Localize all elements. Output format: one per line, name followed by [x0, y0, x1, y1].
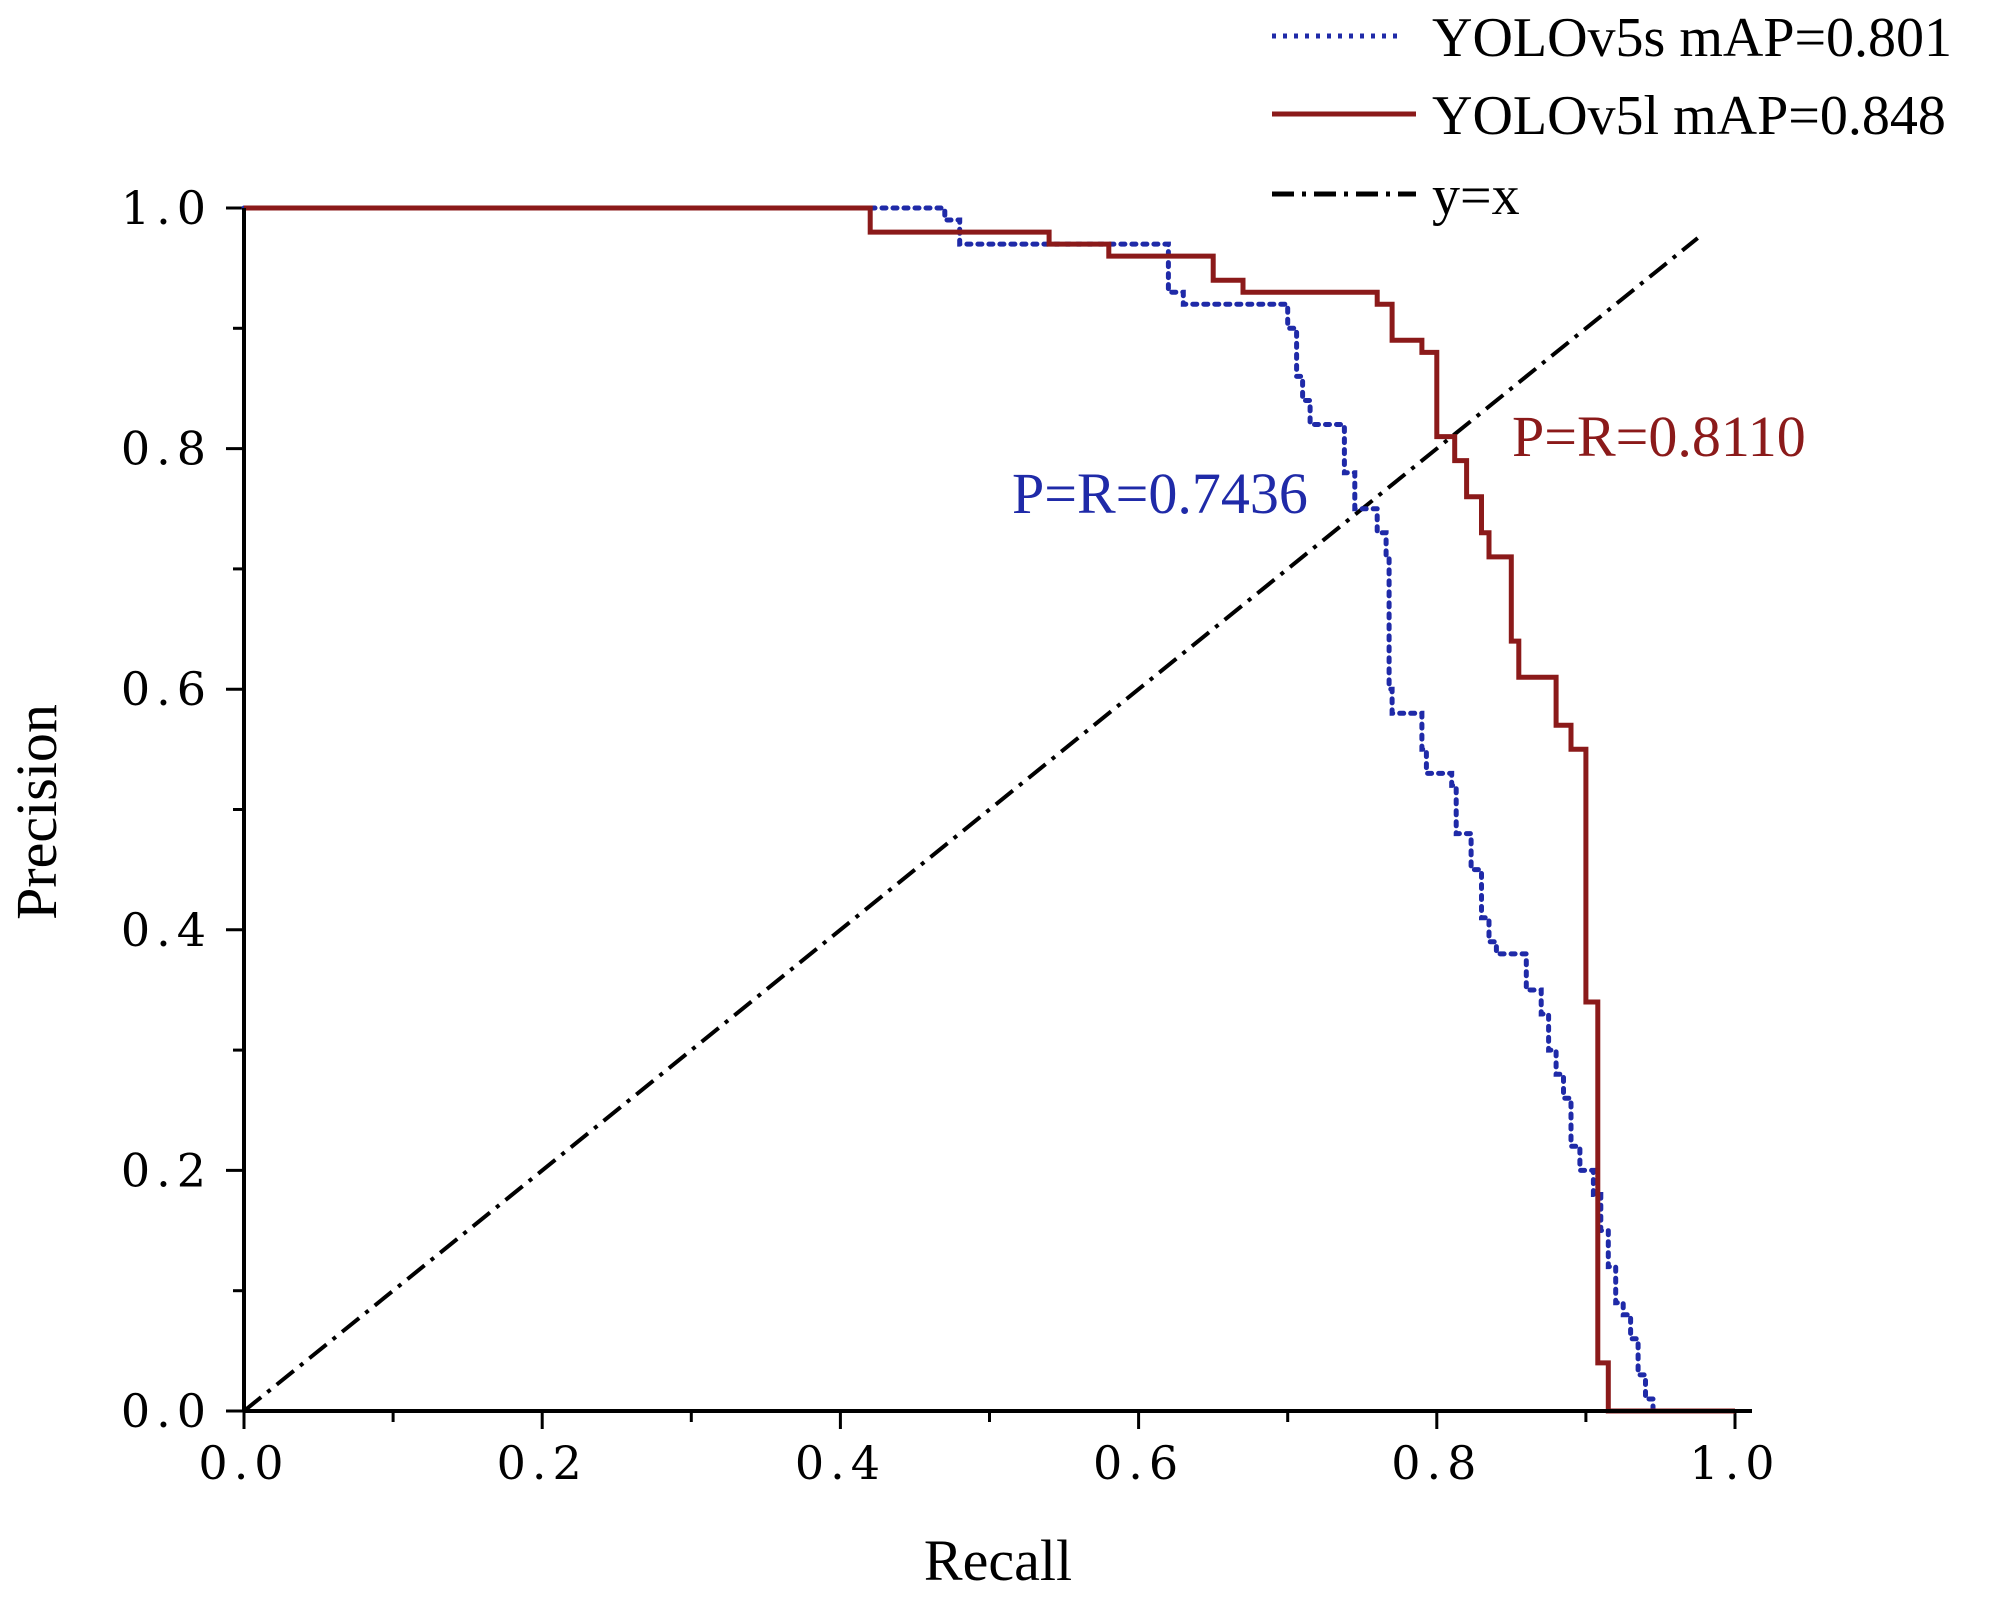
annotation-yolov5s-breakeven: P=R=0.7436	[1012, 461, 1308, 526]
legend-label-yolov5l: YOLOv5l mAP=0.848	[1432, 85, 1946, 147]
legend-label-yolov5s: YOLOv5s mAP=0.801	[1432, 7, 1952, 69]
series-line-yolov5l	[244, 205, 1735, 1414]
series-line-yx	[242, 236, 1699, 1413]
y-axis-title: Precision	[4, 704, 69, 920]
legend-label-yx: y=x	[1432, 165, 1520, 227]
x-tick-label: 0.4	[795, 1436, 886, 1490]
label-layer: 0.0 0.2 0.4 0.6 0.8 1.0 0.0 0.2 0.4 0.6 0.8 1.0	[121, 181, 1780, 1490]
x-tick-label: 0.0	[198, 1436, 289, 1490]
series-layer	[241, 205, 1738, 1414]
y-tick-label: 0.0	[121, 1384, 212, 1438]
x-tick-label: 1.0	[1689, 1436, 1780, 1490]
y-tick-label: 1.0	[121, 181, 212, 235]
y-tick-label: 0.4	[121, 903, 212, 957]
x-tick-label: 0.2	[497, 1436, 588, 1490]
x-axis-title: Recall	[924, 1528, 1072, 1593]
annotation-yolov5l-breakeven: P=R=0.8110	[1512, 404, 1806, 469]
y-tick-label: 0.6	[121, 662, 212, 716]
y-tick-label: 0.2	[121, 1143, 212, 1197]
series-line-yolov5s	[241, 205, 1738, 1414]
x-tick-label: 0.8	[1391, 1436, 1482, 1490]
legend: YOLOv5s mAP=0.801 YOLOv5l mAP=0.848 y=x	[1272, 7, 1952, 227]
x-tick-label: 0.6	[1093, 1436, 1184, 1490]
y-tick-label: 0.8	[121, 422, 212, 476]
axes-layer	[242, 208, 1752, 1413]
